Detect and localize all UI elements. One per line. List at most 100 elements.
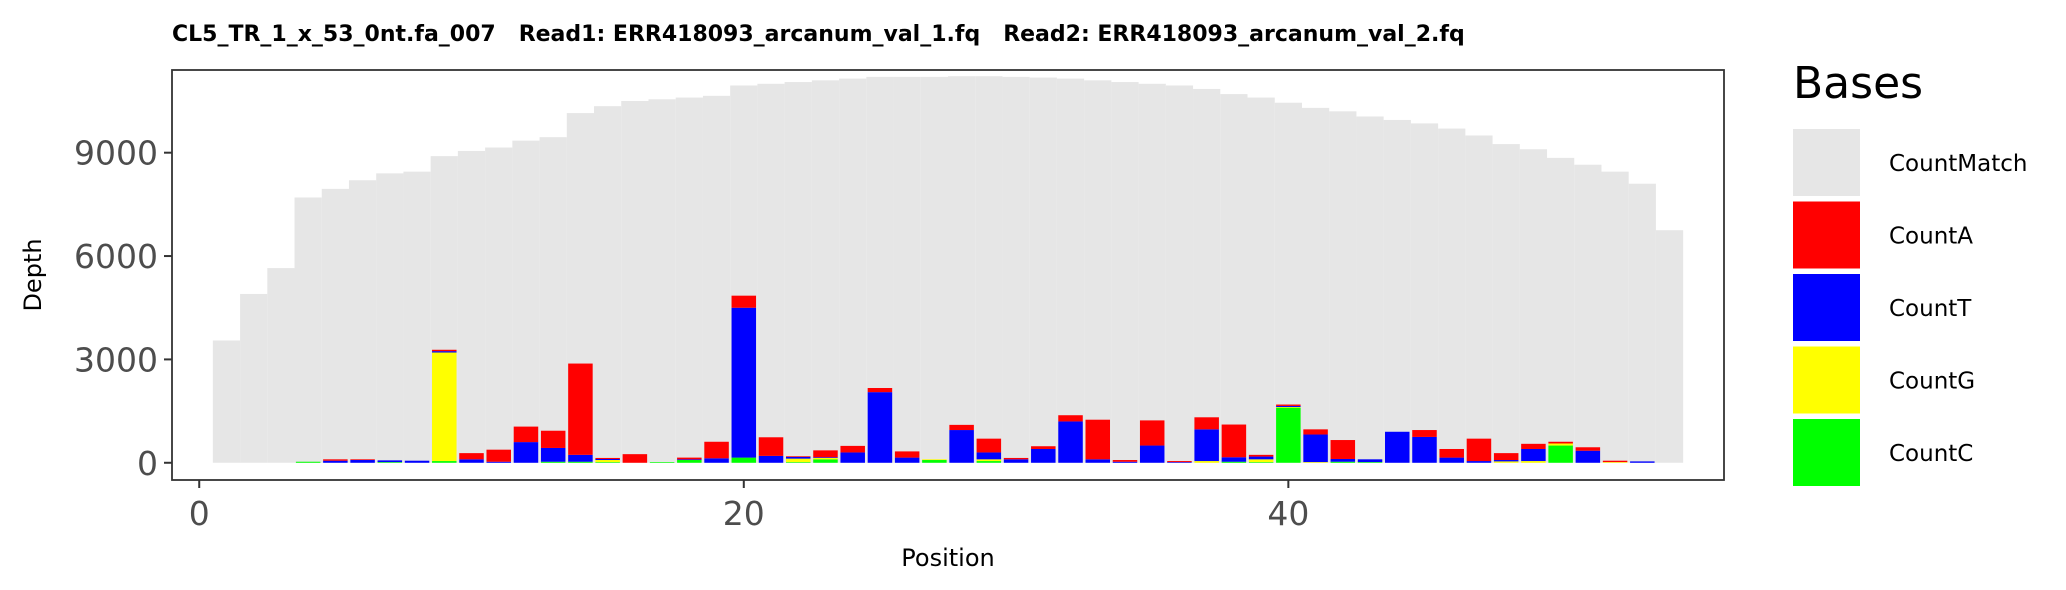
bar-countc <box>568 461 593 463</box>
bar-countc <box>785 462 811 463</box>
bar-countt <box>1058 421 1083 463</box>
bar-countt <box>840 452 865 463</box>
bar-countc <box>595 462 620 463</box>
bar-counta <box>540 430 566 448</box>
bar-counta <box>1085 419 1111 460</box>
bar-countmatch <box>1383 119 1411 463</box>
bar-counta <box>867 388 893 393</box>
bar-countt <box>404 460 430 463</box>
bar-countmatch <box>948 76 976 463</box>
legend-key-counta <box>1793 201 1860 269</box>
bar-countmatch <box>1056 78 1085 463</box>
bar-countg <box>976 459 1002 462</box>
bar-countt <box>350 460 375 463</box>
legend-label-countt: CountT <box>1889 296 1972 322</box>
plot-border <box>171 69 1725 481</box>
bar-countt <box>377 460 403 463</box>
bar-counta <box>840 445 865 453</box>
bar-countmatch <box>702 95 731 463</box>
bar-countc <box>731 457 757 463</box>
bar-countg <box>1548 443 1573 446</box>
bar-countt <box>949 430 974 463</box>
bar-countmatch <box>321 188 349 463</box>
bar-countmatch <box>1111 82 1139 463</box>
bar-counta <box>894 451 920 458</box>
bar-countg <box>1303 462 1328 463</box>
bar-counta <box>1412 430 1437 437</box>
bar-countc <box>295 461 321 463</box>
bar-countmatch <box>376 173 404 463</box>
bar-countt <box>1493 460 1519 462</box>
bar-countmatch <box>1301 107 1330 463</box>
x-tick-label: 0 <box>189 494 210 533</box>
bar-countmatch <box>512 140 540 463</box>
x-tick-label: 40 <box>1267 494 1309 533</box>
x-axis: 0 20 40 <box>189 480 1309 533</box>
bar-countc <box>1330 461 1356 463</box>
bar-countmatch <box>1492 144 1520 463</box>
bar-countmatch <box>457 150 486 463</box>
bar-counta <box>949 424 974 431</box>
bar-countmatch <box>1465 135 1493 463</box>
legend-key-countt <box>1793 274 1860 341</box>
bar-countt <box>785 456 811 459</box>
bar-countmatch <box>1655 230 1684 463</box>
bar-countt <box>731 307 757 458</box>
bar-countmatch <box>893 76 921 463</box>
bar-countmatch <box>594 106 622 463</box>
bar-countg <box>813 457 838 460</box>
bar-countt <box>1521 448 1546 462</box>
bar-countt <box>486 461 511 463</box>
bar-countmatch <box>1356 116 1384 463</box>
bar-countg <box>595 460 620 463</box>
bar-countt <box>1031 448 1056 463</box>
bar-countc <box>1221 461 1247 463</box>
bar-countmatch <box>1193 88 1221 463</box>
legend-label-countc: CountC <box>1889 441 1973 467</box>
y-tick-label: 3000 <box>74 340 158 379</box>
bar-countmatch <box>1165 85 1194 463</box>
bar-countt <box>1330 458 1356 462</box>
bar-counta <box>1330 440 1356 459</box>
bar-countmatch <box>1547 157 1575 463</box>
bar-countc <box>813 459 838 463</box>
bar-countt <box>1466 461 1492 463</box>
bar-countt <box>1439 457 1464 463</box>
bar-counta <box>1521 443 1546 449</box>
bar-counta <box>785 456 811 457</box>
bar-countmatch <box>1628 183 1656 463</box>
bar-countc <box>649 462 675 463</box>
bar-countmatch <box>539 137 567 463</box>
bars-layer <box>212 76 1684 463</box>
bar-countc <box>1276 407 1301 463</box>
bar-counta <box>976 438 1002 453</box>
bar-countmatch <box>784 82 812 463</box>
bar-countmatch <box>675 97 703 463</box>
bar-countt <box>1112 461 1138 463</box>
bar-countmatch <box>348 180 377 463</box>
bar-countc <box>976 461 1002 463</box>
bar-counta <box>1003 457 1029 460</box>
y-axis-title: Depth <box>19 238 47 311</box>
bar-counta <box>1303 429 1328 435</box>
bar-countmatch <box>1438 128 1466 463</box>
bar-countt <box>1575 450 1601 463</box>
bar-counta <box>1058 415 1083 422</box>
bar-countg <box>1194 461 1219 463</box>
bar-countc <box>1248 462 1274 463</box>
bar-countg <box>1602 462 1628 463</box>
bar-countc <box>1548 445 1573 463</box>
bar-countt <box>1085 459 1111 463</box>
bar-countg <box>785 458 811 463</box>
bar-countg <box>922 459 947 461</box>
bar-countmatch <box>240 293 268 463</box>
bar-countmatch <box>1029 77 1057 463</box>
bar-countt <box>1276 405 1301 407</box>
bar-counta <box>704 441 729 459</box>
bar-countt <box>677 459 702 461</box>
bar-countt <box>1003 459 1029 463</box>
bar-countg <box>1521 461 1546 463</box>
bar-counta <box>1031 446 1056 449</box>
bar-counta <box>1548 441 1573 444</box>
bar-countmatch <box>811 80 840 463</box>
